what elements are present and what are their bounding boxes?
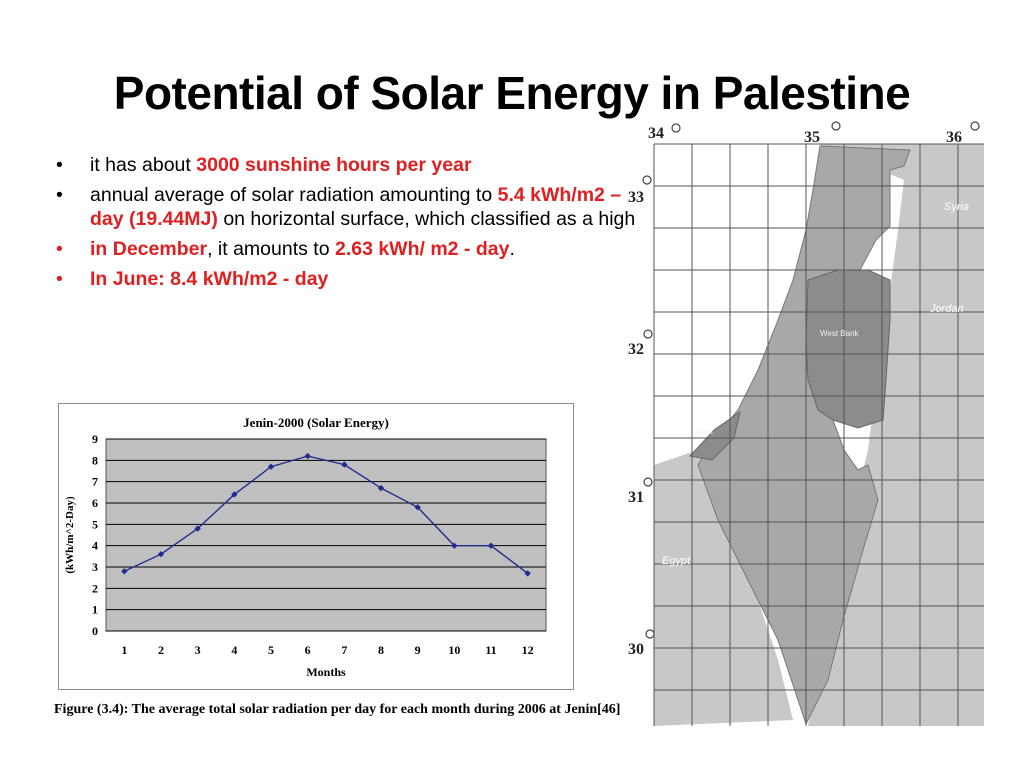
lat-label: 32 xyxy=(628,341,644,358)
bullet-highlight-value: 2.63 kWh/ m2 - day xyxy=(334,238,510,260)
region-label-west-bank: West Bank xyxy=(820,329,860,338)
y-tick-label: 5 xyxy=(92,517,98,531)
y-axis-label: (kWh/m^2-Day) xyxy=(64,496,76,574)
west-bank-region xyxy=(805,269,891,429)
region-label-syria: Syria xyxy=(944,201,969,213)
x-tick-label: 3 xyxy=(195,643,201,657)
region-label-gaza: Gaza xyxy=(696,429,713,436)
bullet-june: • In June: 8.4 kWh/m2 - day xyxy=(56,267,636,291)
bullet-list: • it has about 3000 sunshine hours per y… xyxy=(56,153,636,297)
bullet-text-end: on horizontal surface, which classified … xyxy=(217,208,636,230)
gaza-strip-region xyxy=(689,410,741,461)
y-tick-labels: 0 1 2 3 4 5 6 7 8 9 xyxy=(92,432,98,638)
bullet-sunshine-hours: • it has about 3000 sunshine hours per y… xyxy=(56,153,636,177)
latitude-labels: 33 32 31 30 xyxy=(628,189,644,658)
x-tick-label: 5 xyxy=(268,643,274,657)
y-tick-label: 8 xyxy=(92,453,98,467)
x-axis-label: Months xyxy=(306,665,346,679)
bullet-december: • in December, it amounts to 2.63 kWh/ m… xyxy=(56,237,636,261)
x-tick-label: 7 xyxy=(341,643,347,657)
data-point xyxy=(231,491,238,498)
bullet-dot: • xyxy=(56,268,63,290)
bullet-text: it has about xyxy=(90,154,197,176)
bullet-highlight: 5.4 kWh/m2 – day (19.44MJ) xyxy=(90,184,622,230)
region-labels: Syria Jordan Egypt xyxy=(662,201,969,567)
y-tick-label: 2 xyxy=(92,581,98,595)
figure-caption: Figure (3.4): The average total solar ra… xyxy=(54,702,621,717)
x-tick-label: 2 xyxy=(158,643,164,657)
bullet-dot: • xyxy=(56,238,63,260)
series-line xyxy=(124,455,529,574)
y-tick-label: 9 xyxy=(92,432,98,446)
bullet-highlight: 3000 sunshine hours per year xyxy=(196,154,472,176)
x-tick-label: 11 xyxy=(485,643,496,657)
egypt-region xyxy=(654,450,793,726)
y-tick-label: 4 xyxy=(92,539,98,553)
data-point xyxy=(341,461,348,468)
x-tick-label: 6 xyxy=(305,643,311,657)
lat-label: 33 xyxy=(628,189,644,206)
data-point xyxy=(121,568,128,575)
bullet-text-end: . xyxy=(509,238,515,260)
x-tick-label: 12 xyxy=(522,643,534,657)
bullet-highlight: in December xyxy=(90,238,208,260)
x-tick-labels: 1 2 3 4 5 6 7 8 9 10 11 12 xyxy=(121,643,533,657)
lat-lon-grid xyxy=(653,143,984,726)
y-tick-label: 1 xyxy=(92,603,98,617)
x-tick-label: 10 xyxy=(448,643,460,657)
bullet-dot: • xyxy=(56,154,63,176)
bullet-text: annual average of solar radiation amount… xyxy=(90,184,498,206)
plot-area xyxy=(105,438,547,632)
x-tick-label: 9 xyxy=(415,643,421,657)
slide-title: Potential of Solar Energy in Palestine xyxy=(113,67,911,119)
y-tick-label: 7 xyxy=(92,475,98,489)
y-tick-label: 0 xyxy=(92,624,98,638)
data-point xyxy=(377,484,385,492)
bullet-dot: • xyxy=(56,184,63,206)
chart-title: Jenin-2000 (Solar Energy) xyxy=(243,415,389,430)
x-tick-label: 1 xyxy=(121,643,127,657)
region-label-egypt: Egypt xyxy=(662,555,691,567)
x-tick-label: 8 xyxy=(378,643,384,657)
y-tick-label: 3 xyxy=(92,560,98,574)
data-point xyxy=(267,463,275,470)
lon-label: 36 xyxy=(946,129,962,146)
longitude-labels: 34 35 36 xyxy=(648,125,962,146)
lon-label: 35 xyxy=(804,129,820,146)
lat-label: 30 xyxy=(628,641,644,658)
palestine-map: 34 35 36 33 32 31 30 Syria Jordan Egypt … xyxy=(628,121,984,726)
y-tick-label: 6 xyxy=(92,496,98,510)
x-tick-label: 4 xyxy=(231,643,237,657)
bullet-text: , it amounts to xyxy=(207,238,335,260)
gridlines xyxy=(106,438,546,632)
bullet-annual-average: • annual average of solar radiation amou… xyxy=(56,183,636,231)
bullet-highlight: In June: 8.4 kWh/m2 - day xyxy=(90,268,329,290)
palestine-territory xyxy=(697,145,911,726)
data-point xyxy=(414,504,421,511)
region-label-jordan: Jordan xyxy=(929,303,964,315)
lon-label: 34 xyxy=(648,125,664,142)
degree-markers xyxy=(642,121,980,639)
lat-label: 31 xyxy=(628,489,644,506)
data-point xyxy=(304,452,311,460)
